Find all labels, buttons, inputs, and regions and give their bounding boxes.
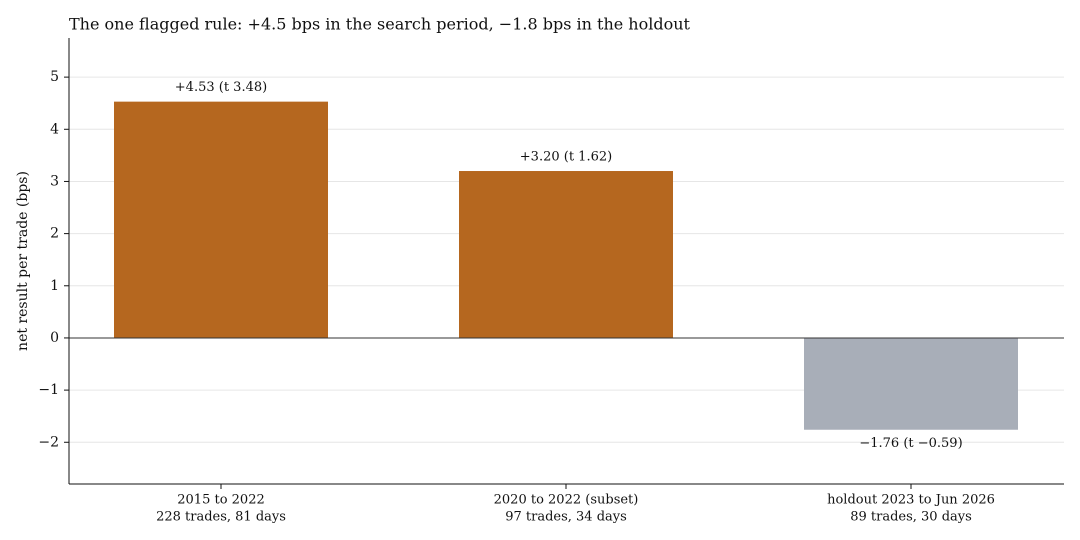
y-tick-label: 5	[50, 69, 59, 85]
x-tick-note: 97 trades, 34 days	[505, 510, 627, 525]
bar	[804, 337, 1018, 430]
y-axis-label: net result per trade (bps)	[15, 171, 31, 351]
x-tick-note: 89 trades, 30 days	[850, 510, 972, 525]
x-tick-note: 228 trades, 81 days	[156, 510, 286, 525]
y-tick-label: −2	[38, 434, 59, 450]
y-tick-label: 0	[50, 330, 59, 346]
chart-title: The one flagged rule: +4.5 bps in the se…	[69, 15, 691, 34]
y-tick-label: 3	[50, 173, 59, 189]
bar	[114, 101, 328, 338]
y-tick-label: −1	[38, 382, 59, 398]
x-tick-label: holdout 2023 to Jun 2026	[827, 493, 995, 508]
x-tick-label: 2015 to 2022	[177, 493, 264, 508]
value-label: +4.53 (t 3.48)	[175, 80, 267, 95]
value-label: +3.20 (t 1.62)	[520, 150, 612, 165]
y-tick-label: 4	[50, 121, 59, 137]
y-tick-label: 2	[50, 226, 59, 242]
x-tick-label: 2020 to 2022 (subset)	[494, 493, 639, 508]
bar	[459, 171, 673, 338]
value-label: −1.76 (t −0.59)	[859, 436, 962, 451]
y-tick-label: 1	[50, 278, 59, 294]
